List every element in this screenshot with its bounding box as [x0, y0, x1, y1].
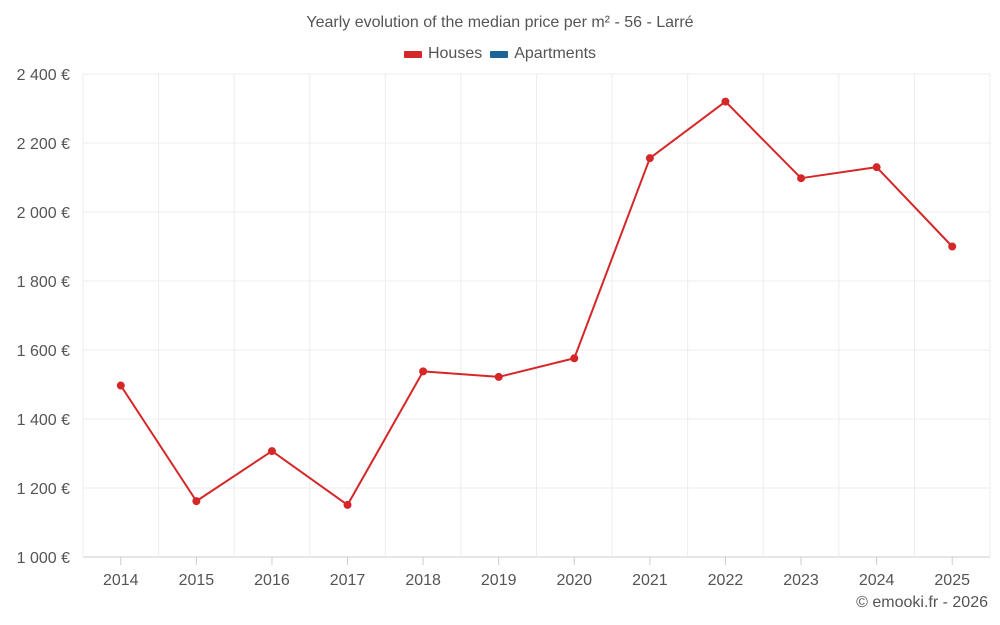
- x-tick-label: 2025: [934, 572, 970, 589]
- legend-swatch-apartments: [490, 50, 509, 58]
- legend-label-apartments: Apartments: [514, 45, 597, 62]
- x-tick-label: 2024: [859, 572, 895, 589]
- data-point-houses: [721, 97, 730, 106]
- y-tick-label: 1 200 €: [17, 481, 70, 498]
- y-tick-label: 2 200 €: [17, 136, 70, 153]
- y-tick-label: 1 800 €: [17, 274, 70, 291]
- data-point-houses: [267, 447, 276, 456]
- data-point-houses: [116, 381, 125, 390]
- data-point-houses: [343, 500, 352, 509]
- legend: Houses Apartments: [0, 45, 1000, 63]
- data-point-houses: [494, 372, 503, 381]
- x-tick-label: 2021: [632, 572, 668, 589]
- y-tick-label: 1 400 €: [17, 412, 70, 429]
- x-tick-label: 2016: [254, 572, 290, 589]
- x-tick-label: 2014: [103, 572, 139, 589]
- data-point-houses: [872, 163, 881, 172]
- credit-text: © emooki.fr - 2026: [856, 594, 988, 611]
- data-point-houses: [797, 174, 806, 183]
- legend-swatch-houses: [403, 50, 422, 58]
- series-line-houses: [119, 100, 953, 506]
- x-tick-label: 2018: [405, 572, 441, 589]
- legend-item-apartments[interactable]: Apartments: [490, 45, 596, 63]
- x-tick-label: 2017: [330, 572, 366, 589]
- x-tick-label: 2015: [179, 572, 215, 589]
- chart-title: Yearly evolution of the median price per…: [306, 14, 694, 31]
- data-point-houses: [948, 242, 957, 251]
- data-point-houses: [192, 497, 201, 506]
- data-point-houses: [570, 354, 579, 363]
- x-tick-label: 2023: [783, 572, 819, 589]
- y-tick-label: 2 400 €: [17, 67, 70, 84]
- y-tick-label: 1 000 €: [17, 550, 70, 567]
- legend-label-houses: Houses: [427, 45, 483, 62]
- data-point-houses: [419, 367, 428, 376]
- data-point-houses: [645, 154, 654, 163]
- y-tick-label: 1 600 €: [17, 343, 70, 360]
- y-tick-label: 2 000 €: [17, 205, 70, 222]
- x-tick-label: 2020: [556, 572, 592, 589]
- x-tick-label: 2022: [708, 572, 744, 589]
- x-tick-label: 2019: [481, 572, 517, 589]
- legend-item-houses[interactable]: Houses: [403, 45, 483, 63]
